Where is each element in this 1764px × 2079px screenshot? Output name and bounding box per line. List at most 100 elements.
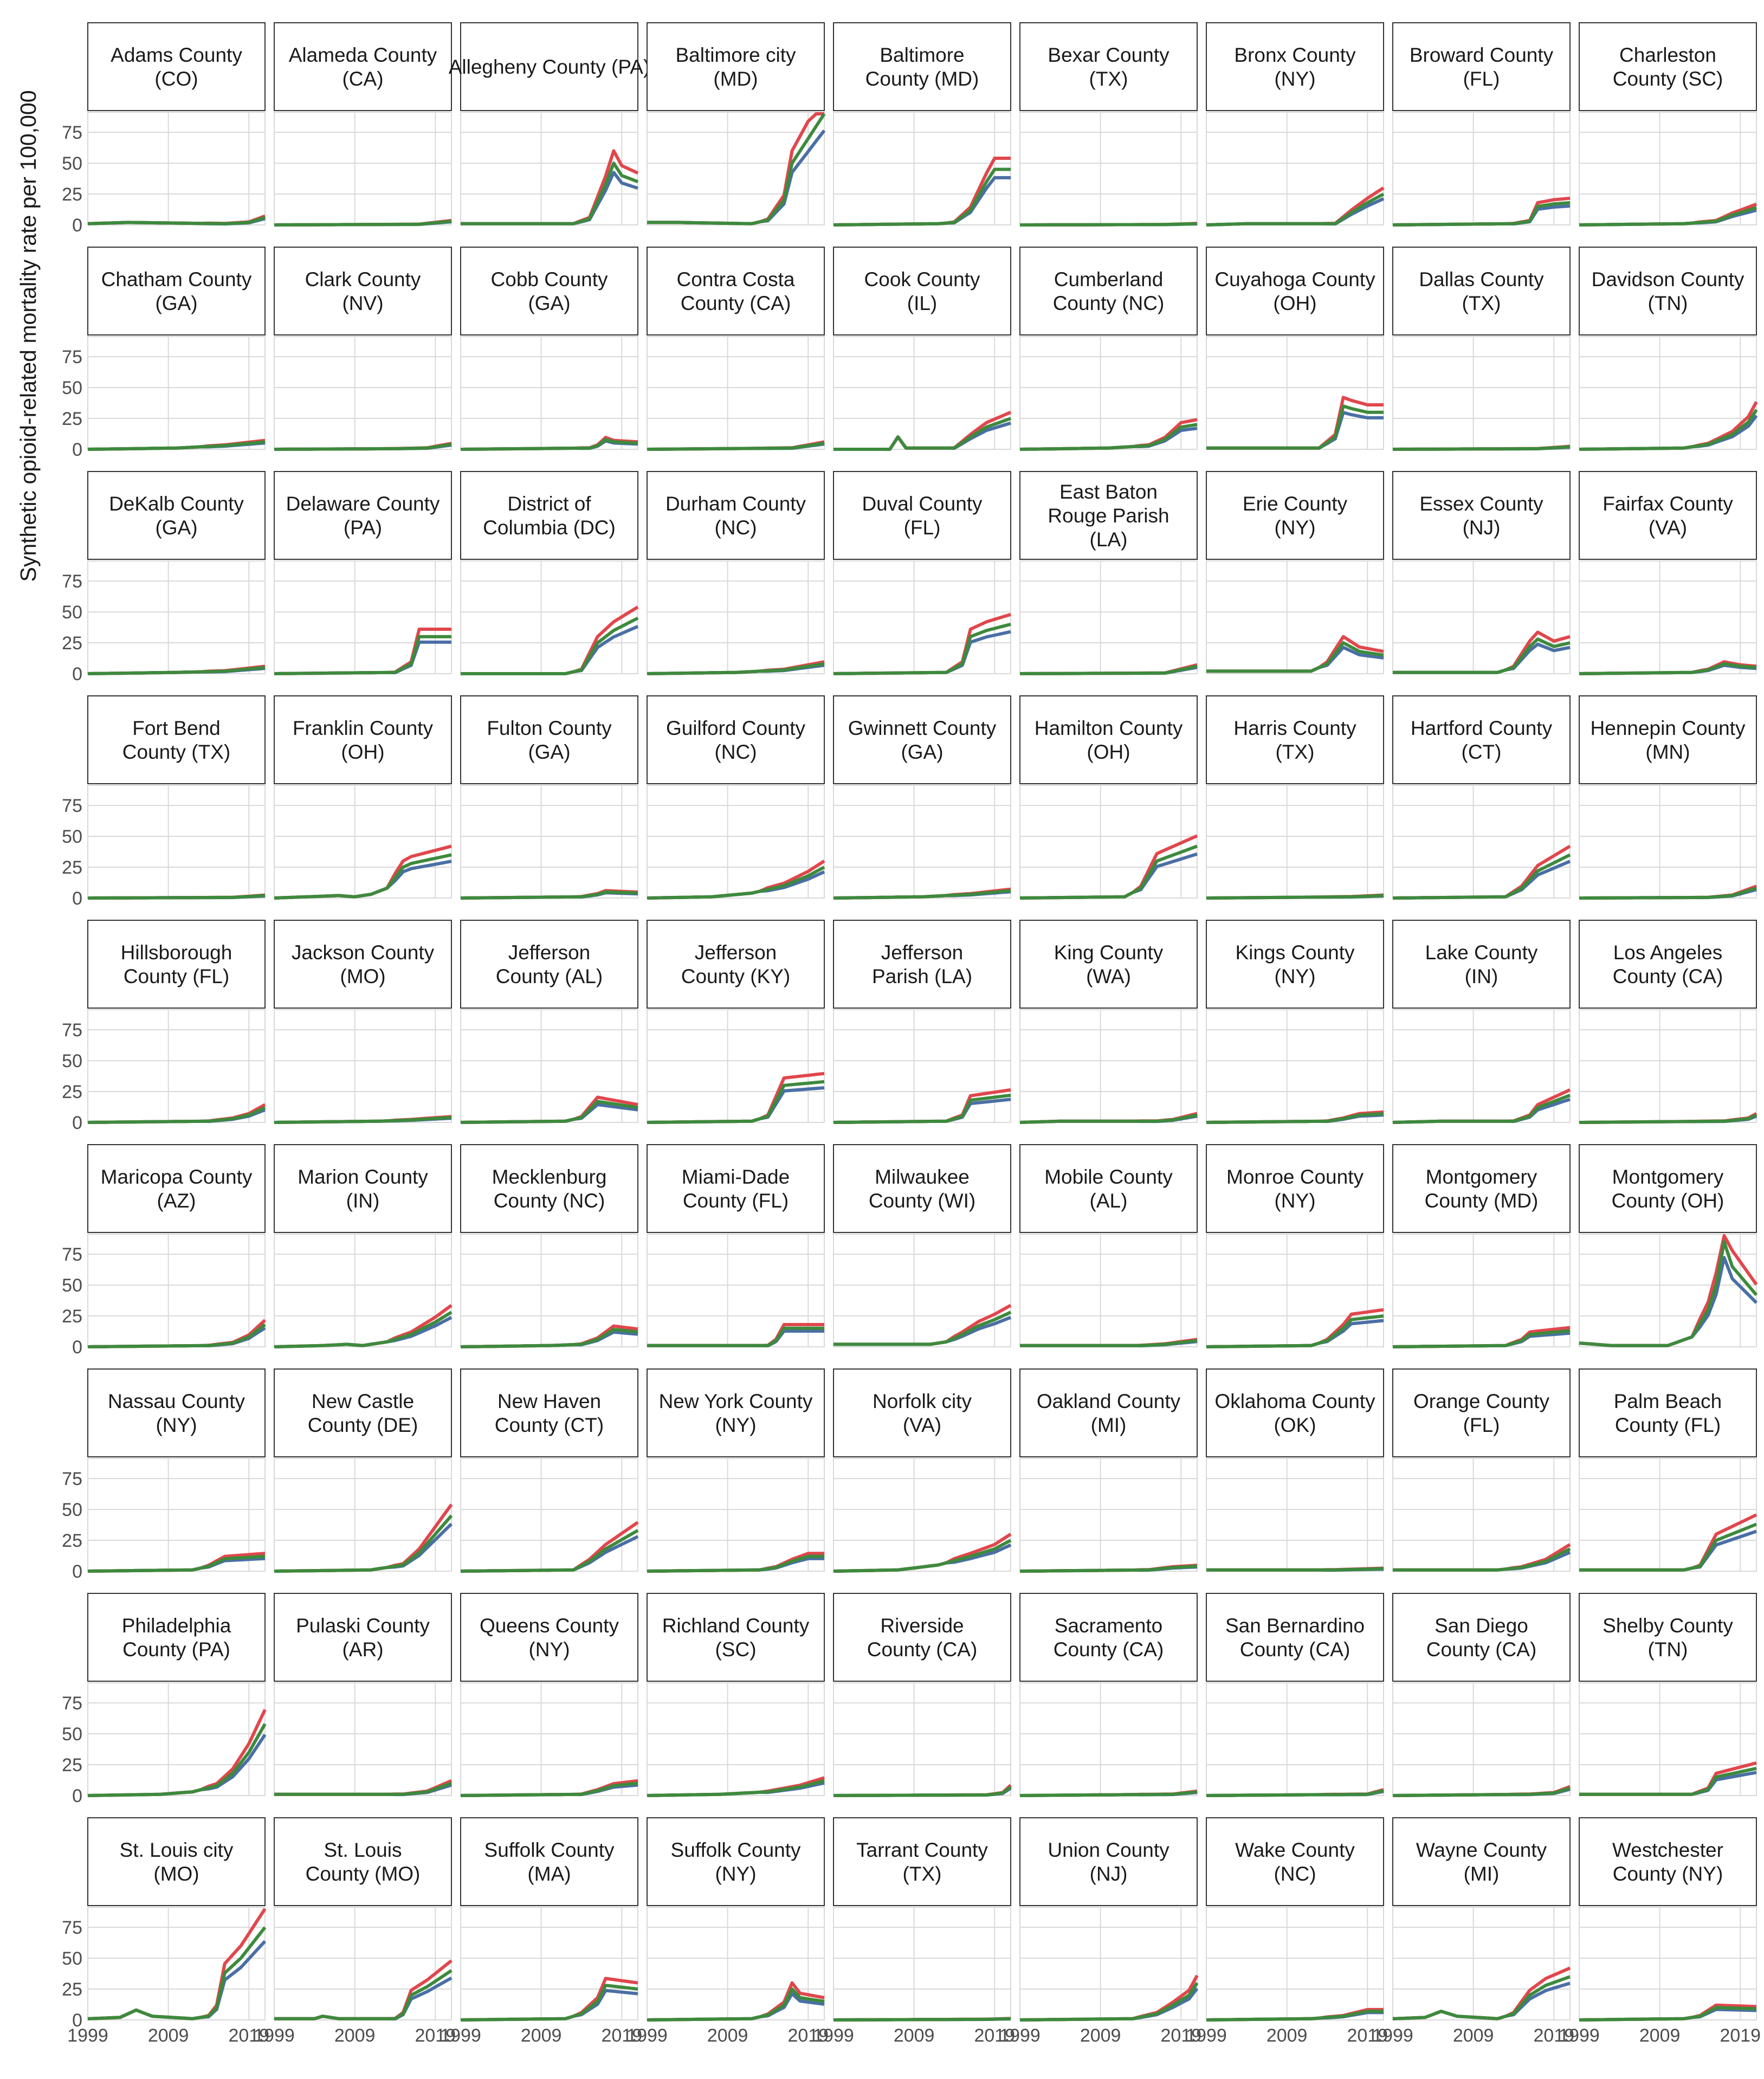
panel-strip <box>833 1593 1011 1682</box>
panel: Hartford County(CT) <box>1392 695 1571 900</box>
panel-strip <box>274 920 452 1009</box>
series-green-line <box>833 889 1011 900</box>
plot-area <box>87 1234 266 1347</box>
panel-title: (WA) <box>1086 965 1131 987</box>
series-green-line <box>1579 1522 1757 1572</box>
plot-area <box>1206 1234 1384 1347</box>
panel-strip <box>833 247 1011 335</box>
series-green-line <box>833 1785 1012 1797</box>
panel-title: Richland County <box>662 1615 810 1637</box>
y-tick-label: 0 <box>72 664 82 685</box>
plot-area <box>647 1682 825 1796</box>
panel-title: (TX) <box>1462 292 1501 314</box>
plot-area <box>1019 1234 1198 1347</box>
panel-strip <box>647 695 825 784</box>
plot-area <box>274 1682 452 1796</box>
panel-strip <box>87 1144 266 1233</box>
panel-title: San Diego <box>1435 1615 1528 1637</box>
panel: Davidson County(TN) <box>1579 247 1758 451</box>
panel-title: Hartford County <box>1411 717 1553 739</box>
y-tick-label: 25 <box>62 409 82 429</box>
y-tick-label: 25 <box>62 1306 82 1327</box>
panel-strip <box>274 247 452 335</box>
panel-title: New Castle <box>312 1390 414 1412</box>
y-tick-label: 0 <box>72 1113 82 1133</box>
plot-area <box>1019 1009 1198 1123</box>
y-tick-label: 0 <box>72 888 82 909</box>
series-green-line <box>647 1779 825 1797</box>
panel-title: (GA) <box>155 516 197 539</box>
panel: Cuyahoga County(OH) <box>1206 247 1384 450</box>
panel-title: Delaware County <box>286 493 440 515</box>
panel-title: (MO) <box>153 1863 199 1885</box>
panel-title: (SC) <box>715 1638 756 1661</box>
panel-title: (AL) <box>1090 1190 1128 1212</box>
plot-area <box>274 1009 452 1123</box>
panel-title: (NY) <box>1274 1190 1315 1212</box>
series-green-line <box>274 219 452 227</box>
panel-title: Essex County <box>1419 493 1543 515</box>
y-tick-label: 25 <box>62 1755 82 1775</box>
panel-title: Charleston <box>1619 44 1716 66</box>
panel-title: Clark County <box>305 268 421 290</box>
panel-strip <box>647 1817 825 1906</box>
panel-strip <box>1579 920 1757 1009</box>
y-tick-label: 50 <box>62 1724 82 1745</box>
panel-title: (TX) <box>903 1863 942 1885</box>
panel: Nassau County(NY) 0 25 50 75 <box>62 1368 266 1582</box>
panel-title: (TN) <box>1648 1638 1688 1661</box>
series-green-line <box>460 1328 638 1348</box>
panel-title: Cumberland <box>1054 268 1164 290</box>
panel-title: County (CA) <box>1240 1638 1351 1661</box>
plot-area <box>87 1458 266 1572</box>
panel-title: (AR) <box>342 1638 383 1661</box>
series-green-line <box>87 440 266 451</box>
panel-strip <box>647 1368 825 1457</box>
panel-strip <box>833 1817 1011 1906</box>
y-tick-label: 50 <box>62 153 82 174</box>
series-green-line <box>833 1539 1012 1573</box>
plot-area <box>1206 1682 1384 1796</box>
y-tick-label: 50 <box>62 602 82 623</box>
series-green-line <box>1392 1786 1571 1797</box>
panel-strip <box>647 22 825 111</box>
panel-title: (GA) <box>528 741 570 763</box>
panel-title: (NY) <box>1274 516 1315 539</box>
panel-title: (VA) <box>903 1414 941 1436</box>
panel-strip <box>1206 471 1384 560</box>
panel-title: (TX) <box>1276 741 1315 763</box>
y-tick-label: 0 <box>72 1337 82 1358</box>
panel-strip <box>87 920 266 1009</box>
series-green-line <box>1019 1790 1198 1797</box>
series-green-line <box>1206 1789 1384 1797</box>
x-tick-label: 1999 <box>67 2025 108 2046</box>
panel-title: Wake County <box>1235 1839 1355 1861</box>
panel-strip <box>1392 695 1571 784</box>
panel: Union County(NJ) 1999 2009 2019 <box>999 1817 1201 2046</box>
plot-area <box>1392 1234 1571 1347</box>
x-tick-label: 2019 <box>415 2025 456 2046</box>
series-green-line <box>647 113 826 225</box>
panel: Kings County(NY) <box>1206 920 1384 1124</box>
panel-title: Baltimore city <box>675 44 796 66</box>
x-tick-label: 2019 <box>601 2025 642 2046</box>
series-green-line <box>1392 201 1571 227</box>
plot-area <box>1579 1009 1757 1123</box>
panel-title: Guilford County <box>666 717 806 739</box>
plot-area <box>87 336 266 450</box>
plot-area <box>1392 336 1571 450</box>
panel: Dallas County(TX) <box>1392 247 1571 451</box>
panel-title: County (NC) <box>494 1190 605 1212</box>
panel-title: Dallas County <box>1419 268 1544 290</box>
plot-area <box>833 1234 1011 1347</box>
plot-area <box>1392 1682 1571 1796</box>
panel-title: (MD) <box>713 68 758 90</box>
panel-title: (CT) <box>1462 741 1502 763</box>
plot-area <box>460 560 638 674</box>
series-green-line <box>833 622 1011 675</box>
